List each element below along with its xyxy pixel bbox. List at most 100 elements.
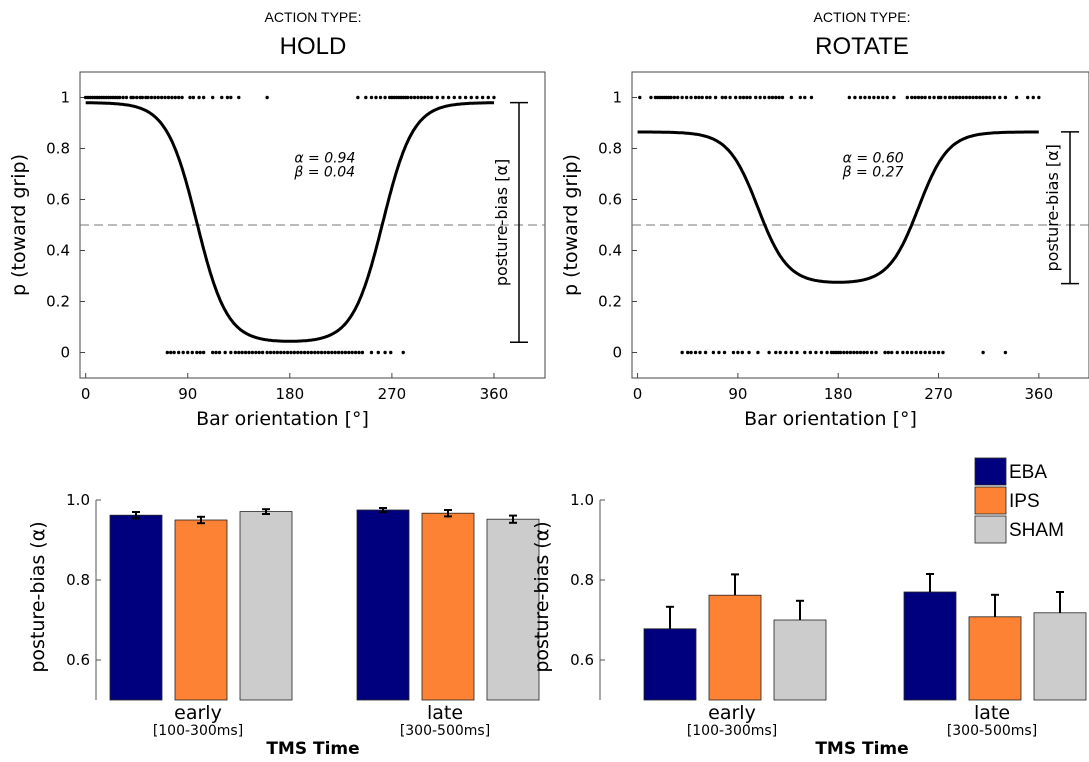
response-point-away-grip: [401, 350, 405, 355]
response-point-toward-grip: [159, 95, 164, 100]
response-point-toward-grip: [939, 95, 943, 100]
response-point-toward-grip: [135, 95, 139, 100]
response-point-toward-grip: [777, 95, 781, 100]
response-point-away-grip: [326, 350, 331, 355]
panel-title: HOLD: [280, 33, 347, 60]
bar-eba-early: [109, 514, 163, 701]
response-point-toward-grip: [748, 95, 752, 100]
response-point-toward-grip: [697, 95, 701, 100]
response-point-toward-grip: [947, 95, 952, 100]
y-tick-label: 0.8: [66, 571, 90, 589]
response-point-away-grip: [389, 350, 393, 355]
alpha-parameter: α = 0.60: [843, 151, 904, 167]
response-point-away-grip: [190, 350, 194, 355]
response-point-away-grip: [223, 350, 227, 355]
response-point-away-grip: [250, 350, 255, 355]
response-point-toward-grip: [416, 95, 420, 100]
response-point-away-grip: [1003, 350, 1008, 355]
response-point-toward-grip: [758, 95, 762, 100]
response-point-away-grip: [923, 350, 927, 355]
response-point-away-grip: [376, 350, 380, 355]
category-sublabel: [100-300ms]: [687, 723, 777, 739]
y-tick-label: 1.0: [66, 491, 90, 509]
response-point-toward-grip: [191, 95, 196, 100]
x-tick-label: 90: [728, 385, 747, 403]
response-point-away-grip: [257, 350, 261, 355]
response-point-toward-grip: [754, 95, 758, 100]
category-sublabel: [300-500ms]: [400, 723, 490, 739]
y-tick-label: 0.4: [598, 242, 622, 260]
response-point-away-grip: [306, 350, 310, 355]
response-point-toward-grip: [741, 95, 746, 100]
response-point-away-grip: [680, 350, 684, 355]
bias-bracket-label: posture-bias [α]: [1043, 144, 1062, 271]
response-point-toward-grip: [892, 95, 896, 100]
response-point-away-grip: [703, 350, 708, 355]
response-point-away-grip: [229, 350, 233, 355]
response-point-away-grip: [279, 350, 283, 355]
response-point-toward-grip: [738, 95, 742, 100]
response-point-away-grip: [302, 350, 307, 355]
response-point-toward-grip: [117, 95, 122, 100]
response-point-away-grip: [852, 350, 856, 355]
response-point-toward-grip: [446, 95, 451, 100]
response-point-toward-grip: [383, 95, 387, 100]
y-axis-label: p (toward grip): [560, 154, 582, 296]
y-tick-label: 1.0: [570, 491, 594, 509]
response-point-toward-grip: [166, 95, 171, 100]
response-point-toward-grip: [913, 95, 917, 100]
response-point-away-grip: [865, 350, 869, 355]
response-point-away-grip: [172, 350, 176, 355]
response-point-away-grip: [795, 350, 799, 355]
response-point-away-grip: [711, 350, 716, 355]
response-point-away-grip: [869, 350, 874, 355]
response-point-toward-grip: [961, 95, 965, 100]
response-point-away-grip: [210, 350, 215, 355]
panel-supertitle: ACTION TYPE:: [265, 9, 362, 25]
response-point-away-grip: [233, 350, 238, 355]
y-axis-label: posture-bias (α): [531, 521, 553, 672]
response-point-away-grip: [874, 350, 878, 355]
response-point-toward-grip: [1014, 95, 1019, 100]
response-point-toward-grip: [124, 95, 129, 100]
y-tick-label: 0.8: [46, 140, 70, 158]
bar-eba-early: [643, 628, 697, 701]
response-point-away-grip: [169, 350, 173, 355]
response-point-toward-grip: [968, 95, 972, 100]
response-point-away-grip: [778, 350, 782, 355]
y-tick-label: 0: [60, 344, 70, 362]
response-point-away-grip: [272, 350, 276, 355]
response-point-toward-grip: [704, 95, 709, 100]
response-point-toward-grip: [927, 95, 932, 100]
response-point-toward-grip: [140, 95, 145, 100]
response-point-away-grip: [731, 350, 736, 355]
response-point-toward-grip: [981, 95, 985, 100]
x-tick-label: 270: [924, 385, 953, 403]
response-point-toward-grip: [774, 95, 778, 100]
response-point-away-grip: [243, 350, 248, 355]
response-point-away-grip: [360, 350, 365, 355]
response-point-toward-grip: [480, 95, 485, 100]
x-axis-label: TMS Time: [815, 739, 908, 759]
response-point-away-grip: [268, 350, 273, 355]
response-point-away-grip: [927, 350, 932, 355]
response-point-toward-grip: [745, 95, 749, 100]
response-point-toward-grip: [188, 95, 192, 100]
response-point-toward-grip: [680, 95, 684, 100]
response-point-away-grip: [214, 350, 218, 355]
response-point-away-grip: [186, 350, 190, 355]
response-point-away-grip: [740, 350, 745, 355]
response-point-toward-grip: [720, 95, 724, 100]
psychometric-fit-curve: [637, 130, 1039, 284]
response-point-away-grip: [369, 350, 374, 355]
y-tick-label: 0.6: [570, 651, 594, 669]
panel-title: ROTATE: [815, 33, 909, 60]
x-tick-label: 180: [824, 385, 853, 403]
response-point-toward-grip: [789, 95, 794, 100]
response-point-toward-grip: [971, 95, 975, 100]
response-point-toward-grip: [964, 95, 969, 100]
response-point-toward-grip: [998, 95, 1002, 100]
response-point-toward-grip: [153, 95, 157, 100]
response-point-toward-grip: [131, 95, 136, 100]
